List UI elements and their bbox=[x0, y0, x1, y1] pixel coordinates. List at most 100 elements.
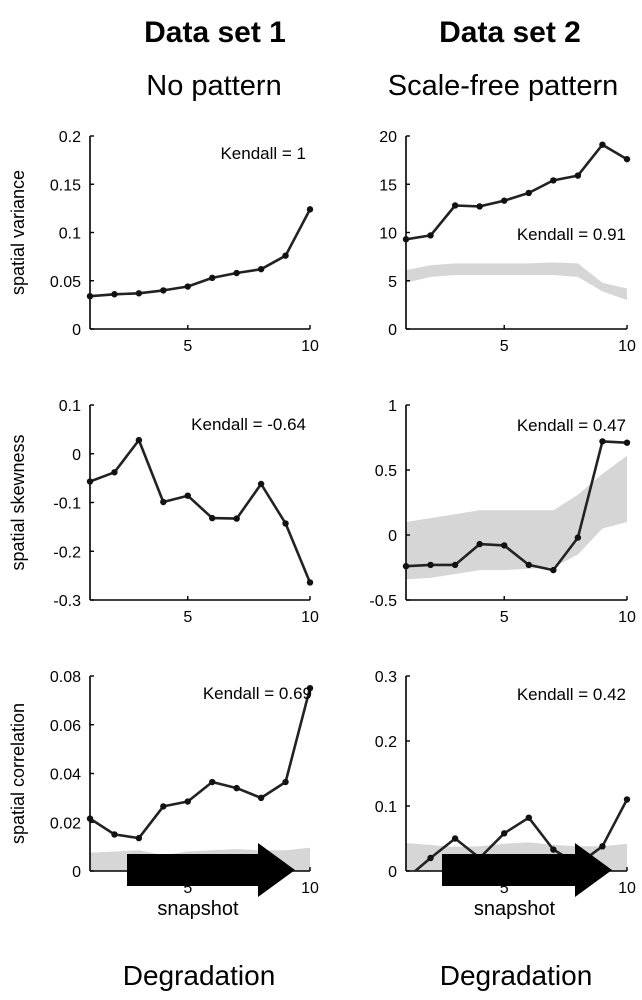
y-tick-label: 0.06 bbox=[50, 718, 81, 735]
y-tick-label: 0 bbox=[388, 528, 397, 545]
data-point bbox=[282, 778, 289, 786]
data-point bbox=[111, 469, 118, 476]
data-point bbox=[451, 202, 459, 209]
column-2-subtitle: Scale-free pattern bbox=[388, 70, 619, 102]
y-tick-label: 15 bbox=[379, 177, 397, 194]
y-tick-label: 1 bbox=[388, 398, 397, 415]
data-point bbox=[86, 478, 94, 485]
panel-row1-col2: 0 5 10 15 20 5 10 Kendall = 0.91 bbox=[379, 129, 636, 355]
y-tick-label: 0.02 bbox=[50, 815, 81, 832]
x-tick-label: 5 bbox=[183, 880, 192, 897]
data-point bbox=[160, 498, 167, 506]
data-point bbox=[501, 830, 508, 837]
y-tick-label: 20 bbox=[379, 129, 397, 146]
data-point bbox=[233, 269, 240, 277]
data-point bbox=[184, 283, 191, 290]
x-tick-label: 10 bbox=[301, 338, 319, 355]
kendall-annotation: Kendall = 1 bbox=[220, 144, 306, 163]
data-point bbox=[574, 534, 582, 541]
y-tick-label: 0.15 bbox=[50, 177, 81, 194]
data-point bbox=[111, 291, 118, 298]
data-point bbox=[427, 854, 434, 862]
data-point bbox=[135, 436, 143, 444]
data-point bbox=[599, 843, 606, 850]
kendall-annotation: Kendall = 0.69 bbox=[203, 684, 312, 703]
y-tick-label: 0 bbox=[388, 322, 397, 339]
y-tick-label: 0.3 bbox=[375, 669, 397, 686]
x-axis-label: snapshot bbox=[474, 898, 556, 920]
data-point bbox=[306, 579, 314, 586]
data-point bbox=[135, 834, 143, 842]
x-tick-label: 5 bbox=[183, 609, 192, 626]
x-tick-label: 10 bbox=[618, 338, 636, 355]
null-model-band bbox=[406, 455, 627, 580]
data-point bbox=[427, 561, 434, 569]
data-point bbox=[501, 197, 508, 204]
panel-row2-col1: -0.3 -0.2 -0.1 0 0.1 5 10 Kendall = -0.64 spatia… bbox=[8, 398, 319, 626]
x-tick-label: 5 bbox=[500, 880, 509, 897]
y-tick-label: 0.5 bbox=[375, 463, 397, 480]
data-point bbox=[402, 236, 410, 243]
y-tick-label: 0.04 bbox=[50, 767, 81, 784]
y-tick-label: 0 bbox=[72, 322, 81, 339]
data-point bbox=[623, 155, 631, 163]
data-point bbox=[550, 566, 557, 574]
data-point bbox=[476, 540, 483, 548]
panel-row1-col1: 0 0.05 0.1 0.15 0.2 5 10 Kendall = 1 spatial var… bbox=[8, 129, 319, 355]
data-point bbox=[257, 265, 265, 273]
series-line bbox=[406, 440, 627, 572]
data-point bbox=[160, 803, 167, 810]
series-line bbox=[406, 143, 627, 241]
y-tick-label: -0.1 bbox=[53, 496, 81, 513]
data-point bbox=[233, 515, 240, 522]
data-point bbox=[451, 561, 459, 569]
panel-row2-col2: -0.5 0 0.5 1 5 10 Kendall = 0.47 bbox=[369, 398, 636, 626]
x-tick-label: 5 bbox=[183, 338, 192, 355]
degradation-arrow-1 bbox=[127, 843, 295, 897]
y-tick-label: 10 bbox=[379, 226, 397, 243]
data-point bbox=[550, 177, 557, 184]
y-tick-label: -0.2 bbox=[53, 544, 81, 561]
y-tick-label: -0.3 bbox=[53, 593, 81, 610]
data-point bbox=[135, 290, 143, 297]
kendall-annotation: Kendall = 0.42 bbox=[517, 685, 626, 704]
data-point bbox=[427, 232, 434, 239]
data-point bbox=[282, 252, 289, 259]
y-tick-label: 0 bbox=[72, 864, 81, 881]
y-tick-label: 0.1 bbox=[59, 226, 81, 243]
x-tick-label: 10 bbox=[618, 609, 636, 626]
y-tick-label: -0.5 bbox=[369, 593, 397, 610]
data-point bbox=[306, 684, 314, 692]
data-point bbox=[257, 794, 265, 802]
data-point bbox=[233, 784, 240, 792]
y-tick-label: 0.2 bbox=[59, 129, 81, 146]
y-tick-label: 0.1 bbox=[59, 398, 81, 415]
y-tick-label: 0 bbox=[72, 447, 81, 464]
data-point bbox=[111, 831, 118, 838]
data-point bbox=[306, 206, 314, 213]
data-point bbox=[501, 542, 508, 549]
data-point bbox=[402, 563, 410, 570]
x-tick-label: 10 bbox=[618, 880, 636, 897]
data-point bbox=[209, 274, 216, 282]
degradation-arrow-2 bbox=[442, 843, 612, 897]
data-point bbox=[476, 203, 483, 210]
y-tick-label: 0.2 bbox=[375, 734, 397, 751]
kendall-annotation: Kendall = 0.91 bbox=[517, 225, 626, 244]
x-tick-label: 10 bbox=[301, 609, 319, 626]
series-line bbox=[90, 687, 310, 840]
data-point bbox=[86, 815, 94, 822]
data-point bbox=[525, 814, 532, 821]
y-tick-label: 0.05 bbox=[50, 274, 81, 291]
column-1-subtitle: No pattern bbox=[146, 70, 281, 102]
y-tick-label: 0.08 bbox=[50, 669, 81, 686]
data-point bbox=[623, 439, 631, 446]
data-point bbox=[86, 292, 94, 300]
data-point bbox=[160, 287, 167, 294]
data-point bbox=[525, 561, 532, 569]
x-tick-label: 5 bbox=[500, 609, 509, 626]
y-axis-label: spatial variance bbox=[8, 170, 28, 295]
data-point bbox=[574, 172, 582, 179]
y-axis-label: spatial correlation bbox=[8, 703, 28, 844]
